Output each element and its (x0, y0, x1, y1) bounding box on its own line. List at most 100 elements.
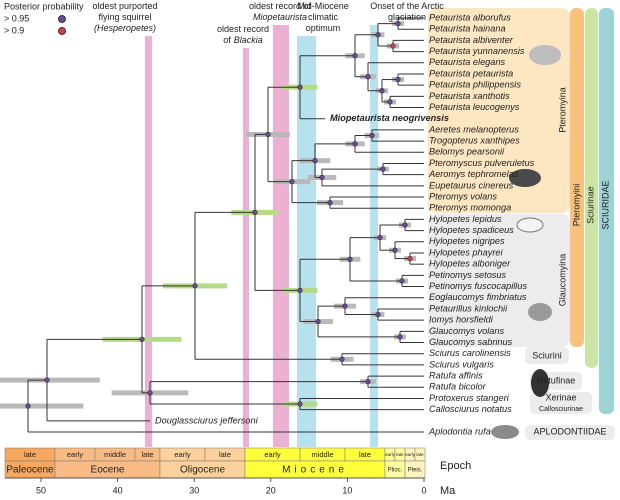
time-band (243, 48, 249, 447)
annotation-text: oldest purported (92, 1, 157, 11)
node-dot (342, 303, 348, 309)
clade-label: Sciurinae (585, 186, 595, 224)
annotation-line: flying squirrel (98, 12, 151, 22)
taxon-label: Sciurus vulgaris (429, 359, 494, 369)
taxon-label: Petinomys fuscocapillus (429, 281, 527, 291)
annotation-text: flying squirrel (98, 12, 151, 22)
taxon-label: Petaurista alborufus (429, 12, 511, 22)
taxon-label: Petaurista petaurista (429, 68, 513, 78)
node-dot (379, 88, 385, 94)
tick-label: 50 (36, 485, 46, 495)
node-dot (390, 43, 396, 49)
taxon-label: Pteromys volans (429, 191, 497, 201)
annotation-line: glaciation (388, 12, 426, 22)
annotation-text: Mid-Miocene (297, 1, 349, 11)
age-label: early (67, 450, 84, 459)
annotation-line: climatic (308, 12, 339, 22)
node-dot (44, 377, 50, 383)
tick-label: 40 (113, 485, 123, 495)
clade-label: Pteromyini (571, 184, 581, 227)
annotation-text: optimum (306, 23, 341, 33)
time-band (273, 25, 289, 447)
tick-label: 30 (189, 485, 199, 495)
tree (25, 17, 424, 433)
age-label: late (359, 450, 371, 459)
age-label: middle (104, 450, 126, 459)
taxon-label: Miopetaurista neogrivensis (330, 113, 449, 123)
node-dot (352, 53, 358, 59)
annotation-line: (Hesperopetes) (94, 23, 156, 33)
node-dot (375, 32, 381, 38)
node-dot (315, 318, 321, 325)
silhouette (528, 303, 552, 321)
taxon-label: Petaurista leucogenys (429, 102, 520, 112)
clade-label: Glaucomyina (557, 254, 567, 307)
taxon-label: Aeretes melanopterus (428, 124, 519, 134)
row-label: Epoch (440, 460, 471, 472)
taxon-label: Aeromys tephromelas (428, 169, 519, 179)
taxon-label: Hylopetes alboniger (429, 259, 511, 269)
taxon-label: Belomys pearsonii (429, 147, 505, 157)
age-label: late (24, 450, 36, 459)
taxon-label: Eoglaucomys fimbriatus (429, 292, 527, 302)
taxon-label: Ratufa affinis (429, 371, 483, 381)
node-dot (365, 379, 371, 385)
age-label: late (219, 450, 231, 459)
taxon-label: Callosciurus notatus (429, 404, 512, 414)
node-dot (297, 287, 303, 293)
node-dot (397, 334, 403, 340)
epoch-label: Miocene (282, 465, 348, 476)
annotation-line: Mid-Miocene (297, 1, 349, 11)
labels: Posterior probability > 0.95 > 0.9 Epoch… (4, 1, 610, 497)
clade-label: Sciurini (532, 350, 562, 360)
node-dot (327, 200, 333, 206)
silhouette (531, 369, 549, 397)
node-dot (339, 356, 345, 362)
node-dot (192, 283, 198, 289)
node-dot (25, 403, 31, 409)
taxon-label: Hylopetes phayrei (429, 247, 503, 257)
taxon-label: Protoxerus stangeri (429, 393, 510, 403)
age-label: late (141, 450, 153, 459)
clade-label: Pteromyina (557, 87, 567, 133)
node-dot (347, 256, 353, 262)
node-dot (395, 76, 401, 83)
epoch-label: Paleocene (6, 465, 54, 476)
node-dot (369, 132, 375, 139)
annotation-line: Onset of the Arctic (370, 1, 444, 11)
legend-dot (58, 27, 66, 35)
node-dot (399, 278, 405, 284)
time-band (145, 36, 152, 447)
annotation-line: oldest record (217, 24, 269, 34)
node-dot (139, 336, 145, 342)
taxon-label: Hylopetes nigripes (429, 236, 505, 246)
node-dot (375, 311, 381, 318)
taxon-label: Glaucomys sabrinus (429, 337, 513, 347)
silhouette (509, 169, 541, 187)
tick-label: 0 (421, 485, 426, 495)
annotation-line: oldest record of (249, 1, 312, 11)
taxon-label: Douglassciurus jeffersoni (155, 415, 259, 425)
annotation-text: glaciation (388, 12, 426, 22)
epoch-label: Eocene (91, 465, 125, 476)
clade-strip (599, 8, 614, 414)
legend-item: > 0.9 (4, 25, 24, 35)
annotation-line: oldest purported (92, 1, 157, 11)
clade-label: SCIURIDAE (600, 180, 610, 229)
node-dot (265, 131, 271, 137)
age-label: early (405, 452, 416, 457)
taxon-label: Petaurista xanthotis (429, 91, 510, 101)
taxon-label: Hylopetes lepidus (429, 214, 502, 224)
silhouette (491, 425, 519, 439)
node-dot (312, 158, 318, 164)
taxon-label: Petinomys setosus (429, 270, 507, 280)
annotation-text: oldest record (217, 24, 269, 34)
clade-box (530, 392, 592, 414)
clade-box (525, 425, 615, 440)
taxon-label: Petaurista elegans (429, 57, 506, 67)
annotation-text: Onset of the Arctic (370, 1, 444, 11)
clade-strip (585, 8, 598, 368)
annotation-text: Miopetaurista (253, 12, 307, 22)
age-label: early (174, 450, 191, 459)
taxon-label: Pteromyscus pulveruletus (429, 158, 535, 168)
